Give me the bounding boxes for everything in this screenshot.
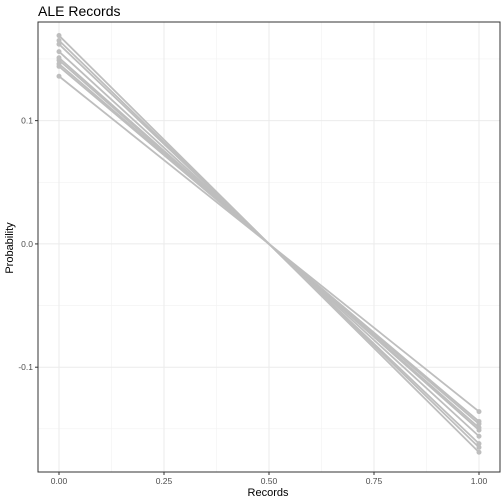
x-tick-label: 0.75 [366, 476, 383, 486]
x-axis-title: Records [248, 487, 289, 499]
y-tick-label: 0.1 [21, 116, 33, 126]
data-point [476, 409, 482, 415]
x-axis: 0.00 0.25 0.50 0.75 1.00 [51, 472, 488, 486]
data-point [476, 433, 482, 439]
x-tick-label: 0.00 [51, 476, 68, 486]
x-tick-label: 0.50 [261, 476, 278, 486]
y-tick-label: -0.1 [18, 362, 33, 372]
y-axis-title: Probability [4, 222, 16, 274]
data-point [476, 444, 482, 450]
data-point [56, 63, 62, 69]
y-axis: -0.1 0.0 0.1 [18, 116, 38, 372]
data-point [56, 33, 62, 39]
data-point [56, 49, 62, 55]
data-point [476, 425, 482, 431]
data-point [476, 449, 482, 455]
x-tick-label: 1.00 [471, 476, 488, 486]
series-9 [56, 73, 482, 415]
data-point [476, 441, 482, 447]
data-point [56, 73, 62, 79]
series-layer [56, 33, 482, 455]
x-tick-label: 0.25 [156, 476, 173, 486]
data-point [56, 37, 62, 43]
series-line [58, 75, 480, 413]
data-point [56, 57, 62, 63]
y-tick-label: 0.0 [21, 239, 33, 249]
data-point [476, 418, 482, 424]
data-point [56, 41, 62, 47]
chart-title: ALE Records [38, 3, 120, 19]
